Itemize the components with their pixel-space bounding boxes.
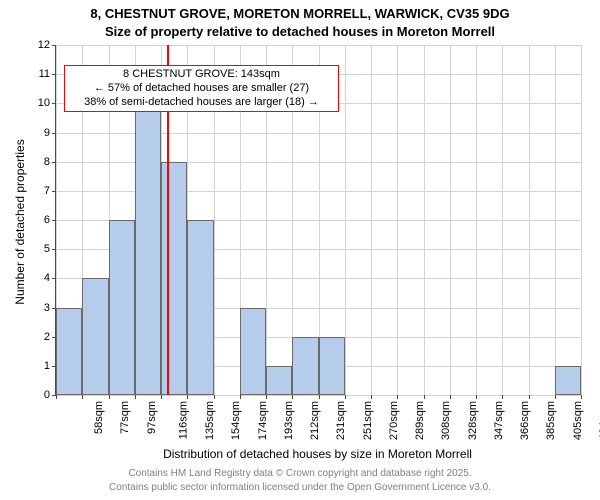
xtick-label: 385sqm (545, 401, 557, 440)
gridline-v (397, 45, 398, 395)
xtick-mark (424, 395, 425, 399)
footer-line1: Contains HM Land Registry data © Crown c… (0, 468, 600, 479)
xtick-mark (319, 395, 320, 399)
histogram-bar (82, 278, 108, 395)
annotation-line: 38% of semi-detached houses are larger (… (71, 96, 332, 110)
xtick-label: 289sqm (414, 401, 426, 440)
xtick-label: 212sqm (309, 401, 321, 440)
gridline-v (371, 45, 372, 395)
histogram-bar (555, 366, 581, 395)
xtick-label: 328sqm (467, 401, 479, 440)
annotation-line: 8 CHESTNUT GROVE: 143sqm (71, 68, 332, 82)
xtick-mark (161, 395, 162, 399)
gridline-v (581, 45, 582, 395)
gridline-v (555, 45, 556, 395)
xtick-mark (187, 395, 188, 399)
histogram-bar (161, 162, 187, 395)
xtick-mark (240, 395, 241, 399)
ytick-label: 5 (28, 243, 50, 255)
histogram-bar (292, 337, 318, 395)
xtick-label: 193sqm (283, 401, 295, 440)
histogram-bar (240, 308, 266, 396)
xtick-label: 154sqm (230, 401, 242, 440)
ytick-label: 11 (28, 68, 50, 80)
gridline-v (424, 45, 425, 395)
ytick-label: 7 (28, 185, 50, 197)
xtick-label: 231sqm (335, 401, 347, 440)
x-axis-title: Distribution of detached houses by size … (55, 447, 580, 461)
annotation-line: ← 57% of detached houses are smaller (27… (71, 82, 332, 96)
xtick-label: 97sqm (146, 401, 158, 434)
gridline-v (529, 45, 530, 395)
histogram-bar (266, 366, 292, 395)
ytick-label: 12 (28, 39, 50, 51)
ytick-label: 6 (28, 214, 50, 226)
xtick-mark (476, 395, 477, 399)
ytick-label: 9 (28, 127, 50, 139)
xtick-mark (109, 395, 110, 399)
histogram-bar (56, 308, 82, 396)
xtick-mark (135, 395, 136, 399)
xtick-label: 366sqm (519, 401, 531, 440)
xtick-mark (345, 395, 346, 399)
ytick-label: 10 (28, 97, 50, 109)
histogram-bar (109, 220, 135, 395)
xtick-mark (371, 395, 372, 399)
xtick-mark (502, 395, 503, 399)
xtick-label: 347sqm (493, 401, 505, 440)
ytick-label: 4 (28, 272, 50, 284)
xtick-label: 58sqm (93, 401, 105, 434)
xtick-mark (581, 395, 582, 399)
gridline-v (450, 45, 451, 395)
xtick-mark (397, 395, 398, 399)
gridline-v (345, 45, 346, 395)
xtick-label: 270sqm (388, 401, 400, 440)
xtick-label: 174sqm (257, 401, 269, 440)
xtick-label: 116sqm (177, 401, 189, 439)
chart-title-line2: Size of property relative to detached ho… (0, 24, 600, 39)
footer-line2: Contains public sector information licen… (0, 482, 600, 493)
xtick-mark (56, 395, 57, 399)
y-axis-title: Number of detached properties (13, 122, 27, 322)
xtick-mark (555, 395, 556, 399)
xtick-mark (266, 395, 267, 399)
xtick-mark (450, 395, 451, 399)
xtick-mark (214, 395, 215, 399)
histogram-bar (187, 220, 213, 395)
chart-title-line1: 8, CHESTNUT GROVE, MORETON MORRELL, WARW… (0, 6, 600, 21)
histogram-bar (319, 337, 345, 395)
xtick-label: 308sqm (440, 401, 452, 440)
gridline-v (476, 45, 477, 395)
xtick-label: 135sqm (204, 401, 216, 440)
histogram-bar (135, 103, 161, 395)
xtick-mark (82, 395, 83, 399)
ytick-label: 2 (28, 331, 50, 343)
ytick-label: 8 (28, 156, 50, 168)
gridline-v (502, 45, 503, 395)
ytick-label: 3 (28, 302, 50, 314)
annotation-box: 8 CHESTNUT GROVE: 143sqm← 57% of detache… (64, 65, 339, 112)
ytick-label: 1 (28, 360, 50, 372)
ytick-label: 0 (28, 389, 50, 401)
xtick-label: 405sqm (572, 401, 584, 440)
xtick-mark (292, 395, 293, 399)
xtick-label: 251sqm (362, 401, 374, 440)
chart-container: 8, CHESTNUT GROVE, MORETON MORRELL, WARW… (0, 0, 600, 500)
xtick-label: 77sqm (119, 401, 131, 434)
xtick-mark (529, 395, 530, 399)
plot-area: 012345678910111258sqm77sqm97sqm116sqm135… (55, 45, 581, 396)
